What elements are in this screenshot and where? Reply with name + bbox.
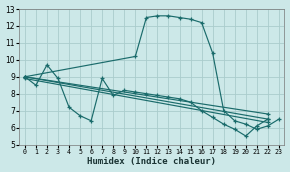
X-axis label: Humidex (Indice chaleur): Humidex (Indice chaleur)	[87, 157, 216, 166]
